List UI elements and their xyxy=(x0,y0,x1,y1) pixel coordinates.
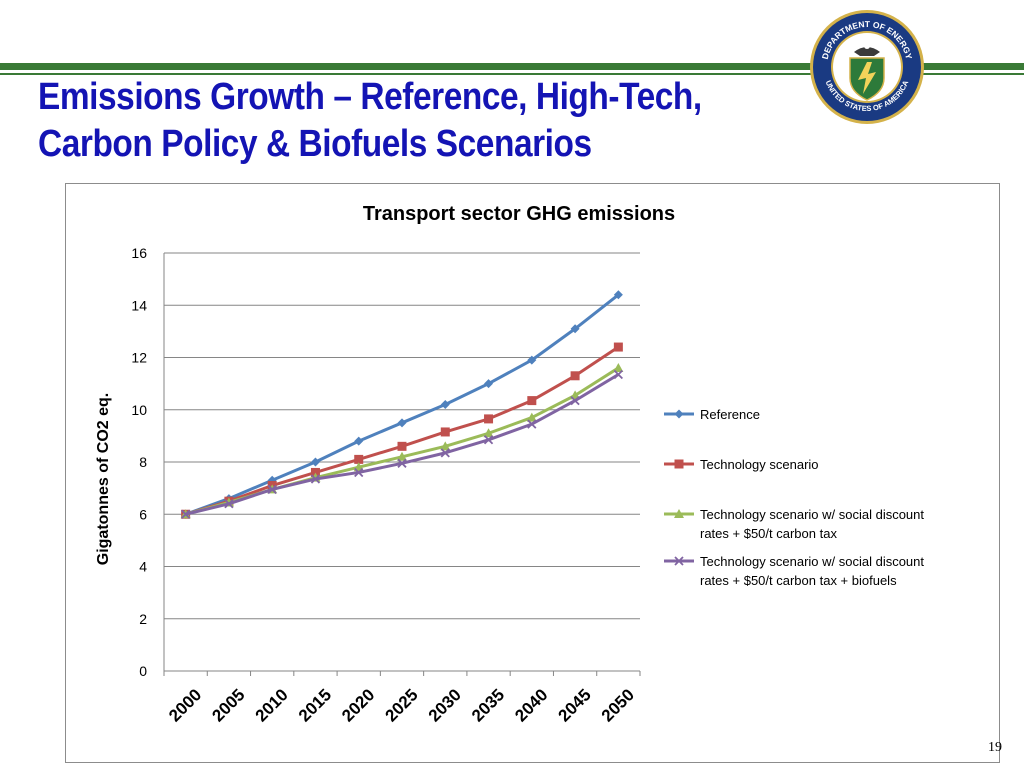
chart-frame: Transport sector GHG emissions Gigatonne… xyxy=(65,183,1000,763)
x-tick-label: 2025 xyxy=(381,685,421,725)
data-point-square xyxy=(397,441,407,451)
data-point-x xyxy=(483,435,494,445)
data-point-square xyxy=(440,427,450,437)
data-point-square xyxy=(484,414,494,424)
x-tick-label: 2015 xyxy=(295,685,335,725)
series-line xyxy=(185,293,620,516)
data-point-x xyxy=(354,467,364,478)
y-tick-label: 14 xyxy=(131,297,147,313)
x-tick-label: 2050 xyxy=(598,685,638,725)
y-tick-label: 4 xyxy=(139,559,147,575)
x-tick-label: 2020 xyxy=(338,685,378,725)
x-tick-label: 2045 xyxy=(555,685,595,725)
y-axis-label: Gigatonnes of CO2 eq. xyxy=(95,393,112,565)
data-point-x xyxy=(527,419,537,429)
legend-label: Reference xyxy=(700,407,760,422)
x-tick-label: 2035 xyxy=(468,685,508,725)
department-of-energy-seal-icon: DEPARTMENT OF ENERGY UNITED STATES OF AM… xyxy=(810,10,924,124)
x-tick-label: 2030 xyxy=(425,685,465,725)
y-tick-label: 10 xyxy=(131,402,147,418)
page-number: 19 xyxy=(988,740,1002,755)
data-point-triangle xyxy=(613,362,624,372)
data-point-diamond xyxy=(310,457,320,467)
data-point-triangle xyxy=(397,451,407,461)
y-tick-label: 2 xyxy=(139,611,147,627)
header-band-thin xyxy=(0,73,1024,75)
data-point-x xyxy=(440,448,450,458)
x-tick-label: 2000 xyxy=(165,685,205,725)
data-point-diamond xyxy=(354,436,364,446)
chart-title: Transport sector GHG emissions xyxy=(363,203,675,225)
slide-title-line-1: Emissions Growth – Reference, High-Tech, xyxy=(38,76,702,118)
x-tick-label: 2010 xyxy=(252,685,292,725)
y-tick-label: 0 xyxy=(139,663,147,679)
data-point-diamond xyxy=(674,409,684,419)
series-4 xyxy=(180,369,624,519)
data-point-square xyxy=(527,396,537,406)
legend-entry-1: Reference xyxy=(664,407,760,422)
slide-title-line-2: Carbon Policy & Biofuels Scenarios xyxy=(38,123,592,165)
data-point-square xyxy=(613,342,623,352)
data-point-square xyxy=(570,371,580,381)
data-point-x xyxy=(674,556,684,566)
legend-entry-2: Technology scenario xyxy=(664,457,819,472)
header-band xyxy=(0,63,1024,70)
y-tick-label: 8 xyxy=(139,454,147,470)
data-point-diamond xyxy=(484,379,494,389)
x-tick-label: 2005 xyxy=(208,685,248,725)
data-point-triangle xyxy=(526,412,537,422)
data-point-diamond xyxy=(440,400,450,410)
data-point-square xyxy=(310,467,320,477)
legend-entry-4: Technology scenario w/ social discount ra… xyxy=(664,554,924,588)
data-point-x xyxy=(267,484,277,495)
line-chart: Transport sector GHG emissions Gigatonne… xyxy=(95,203,924,725)
data-point-x xyxy=(397,458,407,468)
data-point-square xyxy=(674,459,684,469)
data-point-triangle xyxy=(674,509,684,518)
data-point-triangle xyxy=(440,441,451,451)
data-point-diamond xyxy=(527,355,537,365)
data-point-x xyxy=(613,369,624,380)
legend-entry-3: Technology scenario w/ social discount ra… xyxy=(664,507,924,541)
y-tick-label: 16 xyxy=(131,245,147,261)
y-tick-label: 12 xyxy=(131,350,147,366)
data-point-x xyxy=(224,499,234,509)
data-point-x xyxy=(310,474,321,484)
legend-label: Technology scenario w/ social discount ra… xyxy=(700,554,924,588)
y-tick-label: 6 xyxy=(139,506,147,522)
data-point-diamond xyxy=(570,324,580,334)
slide-title: Emissions Growth – Reference, High-Tech,… xyxy=(38,74,733,168)
data-point-diamond xyxy=(613,290,623,300)
legend-label: Technology scenario xyxy=(700,457,819,472)
x-tick-label: 2040 xyxy=(511,685,551,725)
legend-label: Technology scenario w/ social discount ra… xyxy=(700,507,924,541)
data-point-x xyxy=(180,509,191,519)
data-point-x xyxy=(570,395,580,406)
data-point-triangle xyxy=(483,428,494,438)
data-point-square xyxy=(354,454,364,464)
data-point-diamond xyxy=(397,418,407,428)
